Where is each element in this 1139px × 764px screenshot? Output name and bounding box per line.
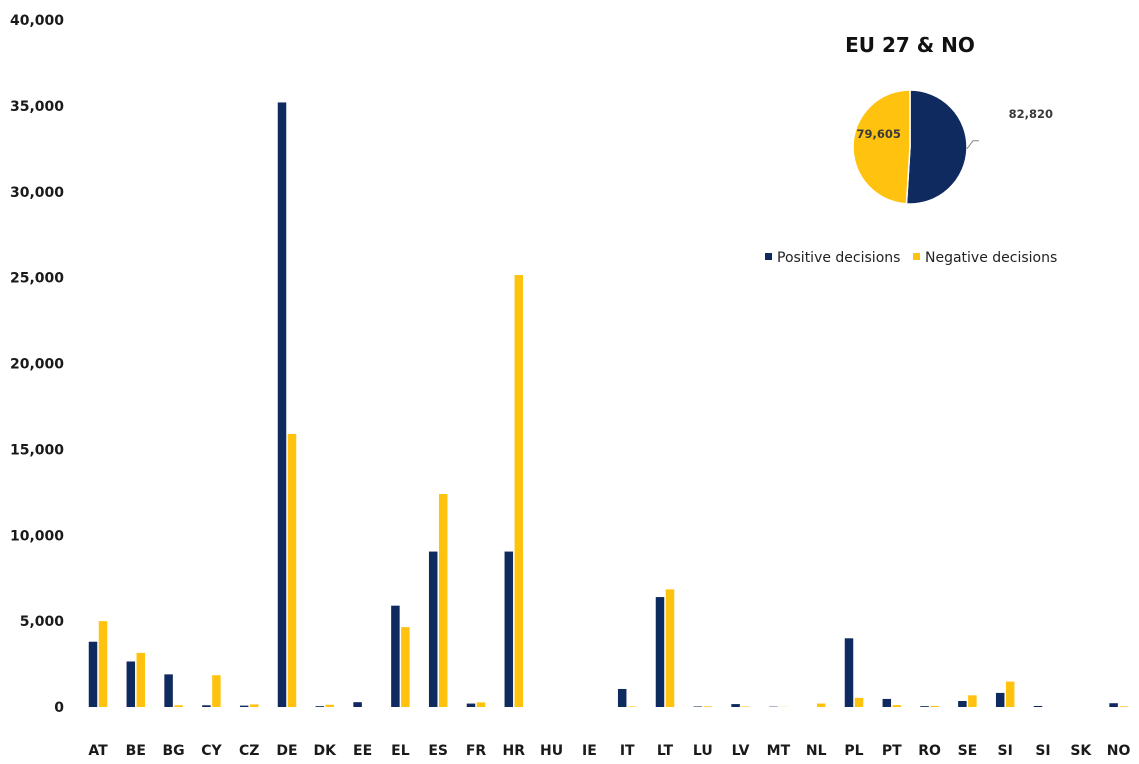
bar-positive-se <box>958 701 967 707</box>
bar-negative-de <box>288 434 297 707</box>
bar-positive-si <box>996 693 1005 707</box>
x-axis: AT BE BG CY CZ DE DK EE EL ES FR HR HU IE IT LT LU LV MT NL… <box>88 743 1130 759</box>
legend-label-negative: Negative decisions <box>925 250 1057 266</box>
bar-positive-ee <box>353 702 362 707</box>
bar-negative-nl <box>817 704 826 707</box>
bar-positive-lu <box>694 706 703 707</box>
bar-negative-cz <box>250 704 259 707</box>
x-category-label: CY <box>201 743 222 759</box>
x-category-label: FR <box>466 743 487 759</box>
bar-negative-se <box>968 695 977 707</box>
x-category-label: SI <box>1035 743 1050 759</box>
pie-slice-positive <box>906 90 967 204</box>
bar-negative-el <box>401 627 410 707</box>
bar-negative-fr <box>477 702 486 707</box>
bar-negative-no <box>1119 706 1128 707</box>
bar-series <box>89 102 1128 707</box>
y-tick-label: 40,000 <box>10 13 64 29</box>
bar-negative-lu <box>704 706 713 707</box>
x-category-label: ES <box>428 743 448 759</box>
x-category-label: HU <box>540 743 563 759</box>
pie-leader-line <box>967 141 979 149</box>
bar-positive-it <box>618 689 627 707</box>
x-category-label: NO <box>1107 743 1131 759</box>
bar-negative-es <box>439 494 448 707</box>
y-tick-label: 5,000 <box>20 614 65 630</box>
y-tick-label: 35,000 <box>10 99 64 115</box>
bar-positive-si <box>1034 706 1043 707</box>
bar-negative-cy <box>212 675 221 707</box>
x-category-label: HR <box>503 743 526 759</box>
x-category-label: IT <box>620 743 635 759</box>
bar-positive-hr <box>505 552 514 707</box>
bar-negative-hr <box>515 275 524 707</box>
x-category-label: IE <box>582 743 597 759</box>
bar-positive-bg <box>164 674 173 707</box>
x-category-label: SI <box>998 743 1013 759</box>
legend-swatch-negative <box>913 253 920 260</box>
x-category-label: BE <box>126 743 146 759</box>
x-category-label: EL <box>391 743 410 759</box>
x-category-label: DK <box>314 743 338 759</box>
bar-positive-pl <box>845 638 854 707</box>
bar-negative-pl <box>855 698 864 707</box>
y-tick-label: 25,000 <box>10 271 64 287</box>
bar-negative-it <box>628 706 637 707</box>
x-category-label: AT <box>88 743 108 759</box>
pie-slice-negative <box>853 90 910 204</box>
bar-positive-dk <box>316 706 325 707</box>
bar-negative-dk <box>326 705 335 707</box>
bar-negative-lv <box>741 706 750 707</box>
legend: Positive decisions Negative decisions <box>765 250 1057 266</box>
x-category-label: DE <box>276 743 297 759</box>
y-tick-label: 20,000 <box>10 357 64 373</box>
bar-negative-be <box>137 653 146 707</box>
bar-positive-cz <box>240 706 249 707</box>
x-category-label: PL <box>844 743 863 759</box>
bar-negative-at <box>99 621 108 707</box>
bar-positive-no <box>1109 703 1118 707</box>
y-tick-label: 0 <box>54 700 64 716</box>
bar-positive-fr <box>467 704 476 707</box>
bar-positive-es <box>429 552 438 707</box>
x-category-label: LT <box>657 743 674 759</box>
x-category-label: CZ <box>239 743 259 759</box>
pie-label-negative: 79,605 <box>856 127 900 141</box>
x-category-label: SE <box>958 743 978 759</box>
bar-negative-ro <box>930 706 939 707</box>
legend-swatch-positive <box>765 253 772 260</box>
bar-positive-lv <box>731 704 740 707</box>
x-category-label: BG <box>163 743 185 759</box>
bar-positive-cy <box>202 705 211 707</box>
bar-positive-el <box>391 606 400 707</box>
pie-title: EU 27 & NO <box>845 33 975 57</box>
bar-negative-pt <box>893 705 902 707</box>
bar-positive-ro <box>920 706 929 707</box>
x-category-label: MT <box>767 743 791 759</box>
bar-negative-bg <box>174 705 183 707</box>
bar-positive-at <box>89 642 98 707</box>
y-tick-label: 30,000 <box>10 185 64 201</box>
bar-negative-lt <box>666 589 675 707</box>
bar-positive-de <box>278 102 287 707</box>
y-tick-label: 10,000 <box>10 528 64 544</box>
pie-label-positive: 82,820 <box>1009 107 1053 121</box>
bar-positive-pt <box>883 699 892 707</box>
x-category-label: RO <box>918 743 941 759</box>
x-category-label: LU <box>693 743 713 759</box>
x-category-label: LV <box>732 743 750 759</box>
x-category-label: SK <box>1070 743 1092 759</box>
x-category-label: NL <box>806 743 827 759</box>
legend-label-positive: Positive decisions <box>777 250 900 266</box>
x-category-label: EE <box>353 743 372 759</box>
pie-chart: EU 27 & NO 82,820 79,605 <box>845 33 1053 204</box>
y-axis: 0 5,000 10,000 15,000 20,000 25,000 30,000 35,0… <box>10 13 64 716</box>
bar-positive-be <box>127 661 136 707</box>
x-category-label: PT <box>882 743 902 759</box>
y-tick-label: 15,000 <box>10 442 64 458</box>
bar-negative-si <box>1006 682 1015 707</box>
bar-positive-lt <box>656 597 665 707</box>
